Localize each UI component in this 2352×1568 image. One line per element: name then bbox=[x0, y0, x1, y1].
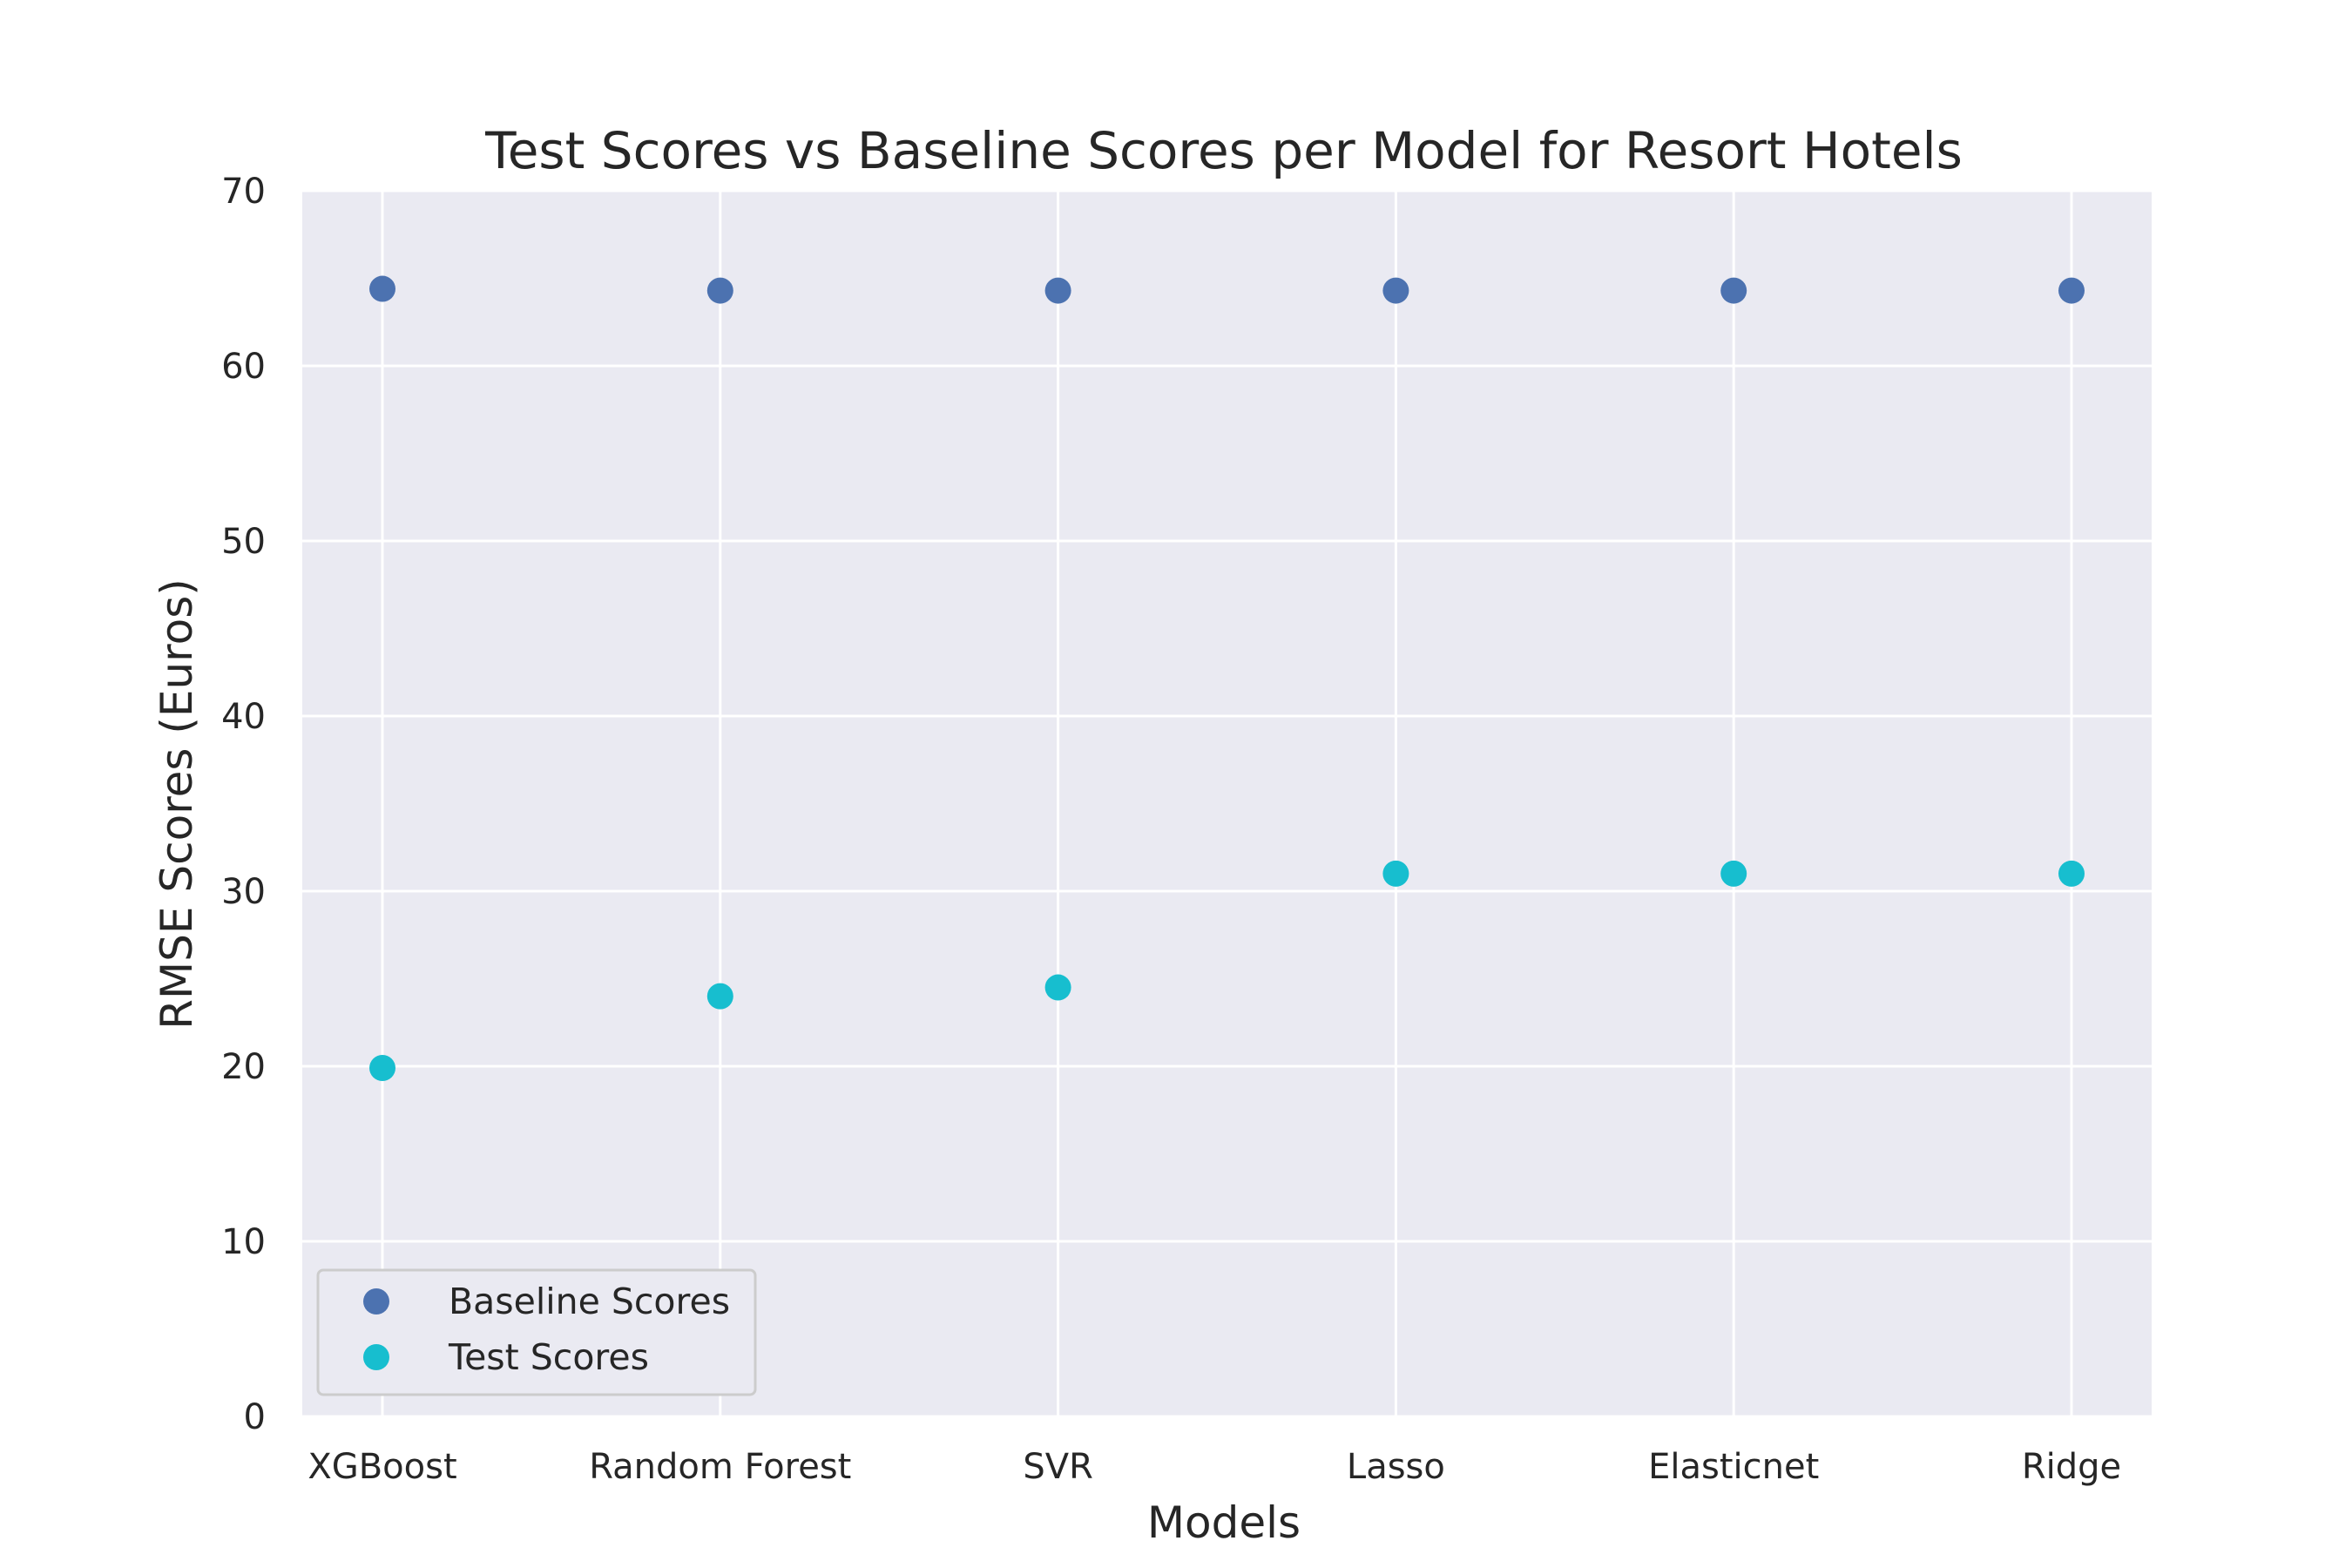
baseline-scores-point bbox=[2058, 277, 2085, 304]
baseline-scores-point bbox=[1720, 277, 1747, 304]
y-tick-label: 0 bbox=[244, 1397, 266, 1437]
test-scores-point bbox=[706, 983, 733, 1010]
legend-box bbox=[316, 1268, 757, 1396]
y-tick-label: 50 bbox=[221, 522, 266, 562]
plot-area bbox=[302, 191, 2152, 1416]
data-points bbox=[369, 275, 2085, 1082]
legend-label-baseline: Baseline Scores bbox=[449, 1281, 730, 1322]
x-tick-labels: XGBoost Random Forest SVR Lasso Elasticnet Ri… bbox=[308, 1447, 2121, 1487]
baseline-scores-point bbox=[369, 275, 395, 302]
x-tick-label: Elasticnet bbox=[1648, 1447, 1819, 1487]
x-tick-label: Lasso bbox=[1347, 1447, 1445, 1487]
test-scores-point bbox=[1044, 974, 1071, 1001]
y-tick-label: 40 bbox=[221, 697, 266, 737]
legend-marker-test bbox=[363, 1344, 389, 1370]
test-scores-point bbox=[1382, 860, 1409, 887]
y-axis-label: RMSE Scores (Euros) bbox=[152, 578, 202, 1029]
baseline-scores-point bbox=[1044, 277, 1071, 304]
grid-lines bbox=[302, 189, 2152, 1418]
y-tick-label: 60 bbox=[221, 347, 266, 387]
test-scores-point bbox=[2058, 860, 2085, 887]
legend-label-test: Test Scores bbox=[448, 1336, 649, 1378]
x-tick-label: Random Forest bbox=[589, 1447, 851, 1487]
x-tick-label: SVR bbox=[1023, 1447, 1093, 1487]
y-tick-label: 70 bbox=[221, 172, 266, 212]
test-scores-point bbox=[369, 1055, 395, 1082]
legend-marker-baseline bbox=[363, 1288, 389, 1315]
y-tick-label: 10 bbox=[221, 1222, 266, 1262]
y-tick-labels: 0 10 20 30 40 50 60 70 bbox=[221, 172, 266, 1437]
x-tick-label: Ridge bbox=[2022, 1447, 2121, 1487]
legend: Baseline Scores Test Scores bbox=[316, 1268, 757, 1396]
x-axis-label: Models bbox=[1147, 1497, 1301, 1548]
test-scores-point bbox=[1720, 860, 1747, 887]
y-tick-label: 30 bbox=[221, 872, 266, 912]
chart-title: Test Scores vs Baseline Scores per Model… bbox=[484, 121, 1963, 180]
baseline-scores-point bbox=[706, 277, 733, 304]
baseline-scores-point bbox=[1382, 277, 1409, 304]
x-tick-label: XGBoost bbox=[308, 1447, 456, 1487]
y-tick-label: 20 bbox=[221, 1047, 266, 1087]
